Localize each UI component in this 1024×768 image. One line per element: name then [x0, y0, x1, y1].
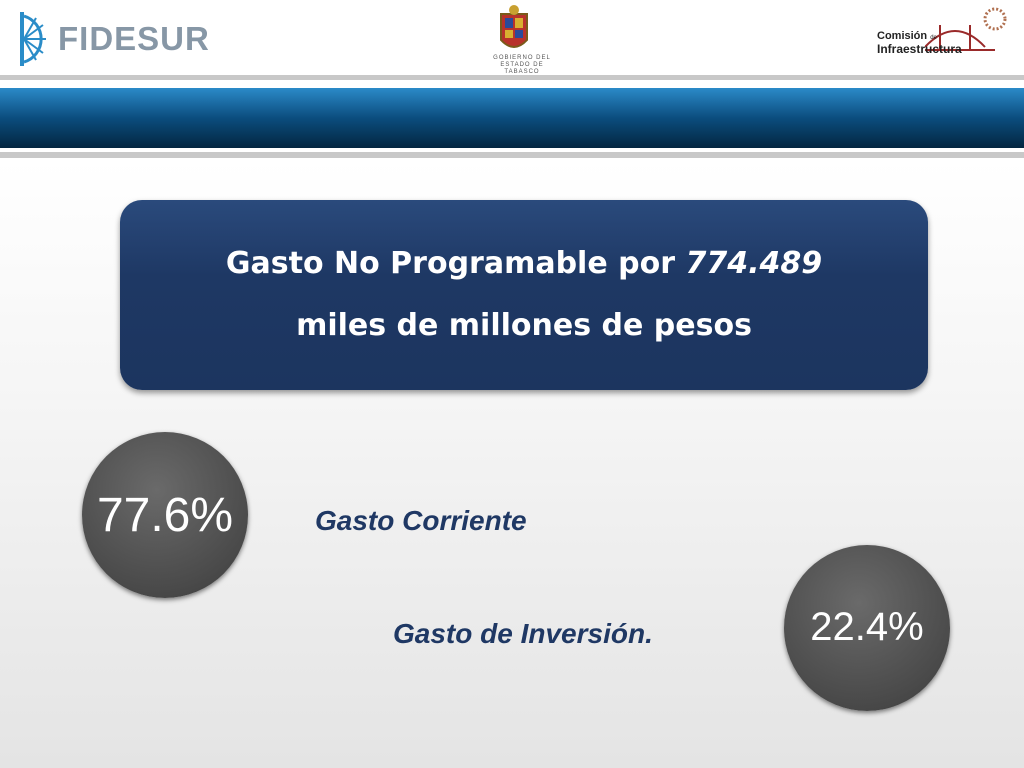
title-bar — [0, 88, 1024, 148]
percent-circle: 22.4% — [784, 545, 950, 711]
title-rule — [0, 152, 1024, 158]
crest — [500, 5, 528, 48]
summary-box: Gasto No Programable por 774.489 miles d… — [120, 200, 928, 390]
fidesur-logo: FIDESUR — [58, 20, 210, 57]
comision-text: Comisión de — [877, 30, 937, 42]
box-line: miles de millones de pesos — [296, 308, 752, 343]
header: FIDESUR GOBIERNO DEL ESTADO DE TABASCO C… — [0, 0, 1024, 75]
crest-line: GOBIERNO DEL — [493, 55, 551, 61]
percent-circle: 77.6% — [82, 432, 248, 598]
box-line: Gasto No Programable por 774.489 — [120, 233, 928, 295]
box-text: Gasto No Programable por — [225, 246, 686, 281]
infraestructura-text: Infraestructura — [877, 42, 962, 56]
comision-de: de — [930, 35, 937, 41]
percent: 22.4% — [810, 605, 924, 649]
fidesur-icon — [20, 12, 46, 66]
crest-line: TABASCO — [504, 69, 540, 75]
box-amount: 774.489 — [685, 246, 823, 281]
item-label: Gasto Corriente — [315, 505, 527, 536]
header-rule — [0, 75, 1024, 80]
crest-line: ESTADO DE — [500, 62, 544, 68]
item-label: Gasto de Inversión. — [393, 618, 653, 649]
comision: Comisión — [877, 30, 928, 42]
percent: 77.6% — [96, 488, 234, 542]
crest-caption: GOBIERNO DEL ESTADO DE TABASCO — [482, 55, 562, 76]
bridge-icon — [925, 7, 1007, 51]
